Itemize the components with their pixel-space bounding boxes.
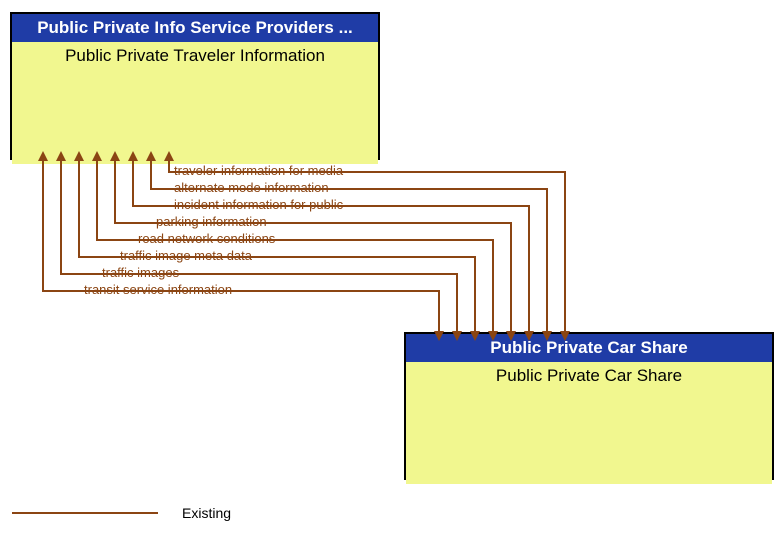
flow-label: alternate mode information xyxy=(174,180,329,195)
flow-label: traveler information for media xyxy=(174,163,343,178)
flow-label: parking information xyxy=(156,214,267,229)
flow-label: traffic images xyxy=(102,265,179,280)
flow-label: transit service information xyxy=(84,282,232,297)
legend-line xyxy=(12,512,158,514)
flow-label: traffic image meta data xyxy=(120,248,252,263)
flow-label: incident information for public xyxy=(174,197,343,212)
flow-label: road network conditions xyxy=(138,231,275,246)
legend-text: Existing xyxy=(182,505,231,521)
